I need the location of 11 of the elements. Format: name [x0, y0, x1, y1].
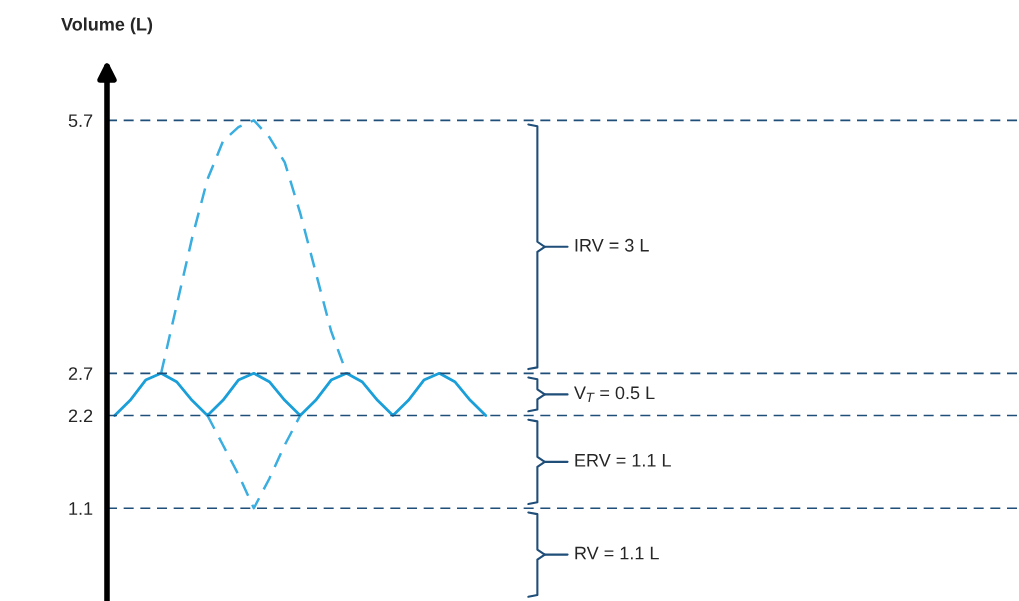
y-axis-title: Volume (L)	[61, 17, 153, 35]
line-series	[206, 414, 302, 510]
annotation: V$_{T}$ = 0.5 L	[574, 386, 655, 402]
y-tick-label: 2.7	[68, 367, 93, 380]
annotation: IRV = 3 L	[575, 238, 649, 252]
annotation: RV = 1.1 L	[575, 546, 659, 560]
y-tick-label: 2.2	[68, 409, 93, 423]
annotation: ERV = 1.1 L	[575, 454, 671, 467]
line-series	[113, 371, 488, 417]
y-tick-label: 1.1	[69, 502, 93, 515]
y-tick-label: 5.7	[68, 114, 93, 128]
